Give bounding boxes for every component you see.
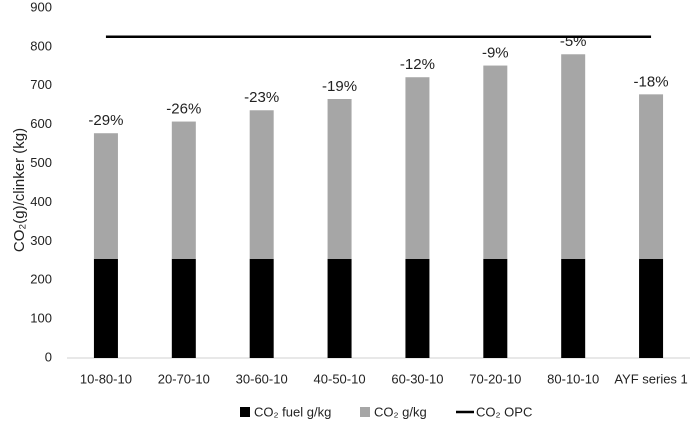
bar-annotation: -23% (244, 89, 279, 106)
x-tick-label: AYF series 1 (614, 371, 687, 386)
bar-annotation: -26% (166, 101, 201, 118)
x-tick-label: 40-50-10 (314, 371, 366, 386)
x-tick-label: 20-70-10 (158, 371, 210, 386)
bar-segment (93, 258, 118, 358)
bar-segment (639, 94, 664, 259)
bar-segment (93, 133, 118, 259)
bar-segment (483, 258, 508, 358)
bar-segment (405, 258, 430, 358)
bar-annotation: -29% (88, 112, 123, 129)
bar-segment (171, 258, 196, 358)
y-tick-label: 500 (30, 155, 52, 170)
x-tick-label: 60-30-10 (391, 371, 443, 386)
bar-segment (639, 258, 664, 358)
x-tick-label: 70-20-10 (469, 371, 521, 386)
bar-segment (327, 258, 352, 358)
bar-segment (561, 258, 586, 358)
bar-annotation: -19% (322, 78, 357, 95)
bar-segment (327, 99, 352, 259)
x-tick-label: 10-80-10 (80, 371, 132, 386)
y-tick-label: 200 (30, 272, 52, 287)
legend-label: CO₂ OPC (476, 404, 532, 419)
legend-label: CO₂ fuel g/kg (254, 404, 331, 419)
legend-swatch (240, 407, 250, 417)
legend-label: CO₂ g/kg (374, 404, 427, 419)
y-tick-label: 100 (30, 311, 52, 326)
bar-annotation: -12% (400, 56, 435, 73)
y-tick-label: 0 (45, 349, 52, 364)
y-tick-label: 300 (30, 233, 52, 248)
bar-segment (483, 65, 508, 259)
bar-segment (561, 54, 586, 259)
bar-annotation: -18% (634, 73, 669, 90)
bar-segment (405, 77, 430, 259)
x-tick-label: 80-10-10 (547, 371, 599, 386)
bar-annotation: -9% (482, 45, 509, 62)
bar-segment (249, 258, 274, 358)
y-axis-label: CO₂(g)/clinker (kg) (11, 128, 28, 252)
y-tick-label: 900 (30, 0, 52, 14)
y-tick-label: 600 (30, 116, 52, 131)
y-tick-label: 700 (30, 77, 52, 92)
x-tick-label: 30-60-10 (236, 371, 288, 386)
y-tick-label: 800 (30, 38, 52, 53)
y-tick-label: 400 (30, 194, 52, 209)
bar-segment (171, 121, 196, 259)
legend-swatch (360, 407, 370, 417)
bar-segment (249, 110, 274, 259)
